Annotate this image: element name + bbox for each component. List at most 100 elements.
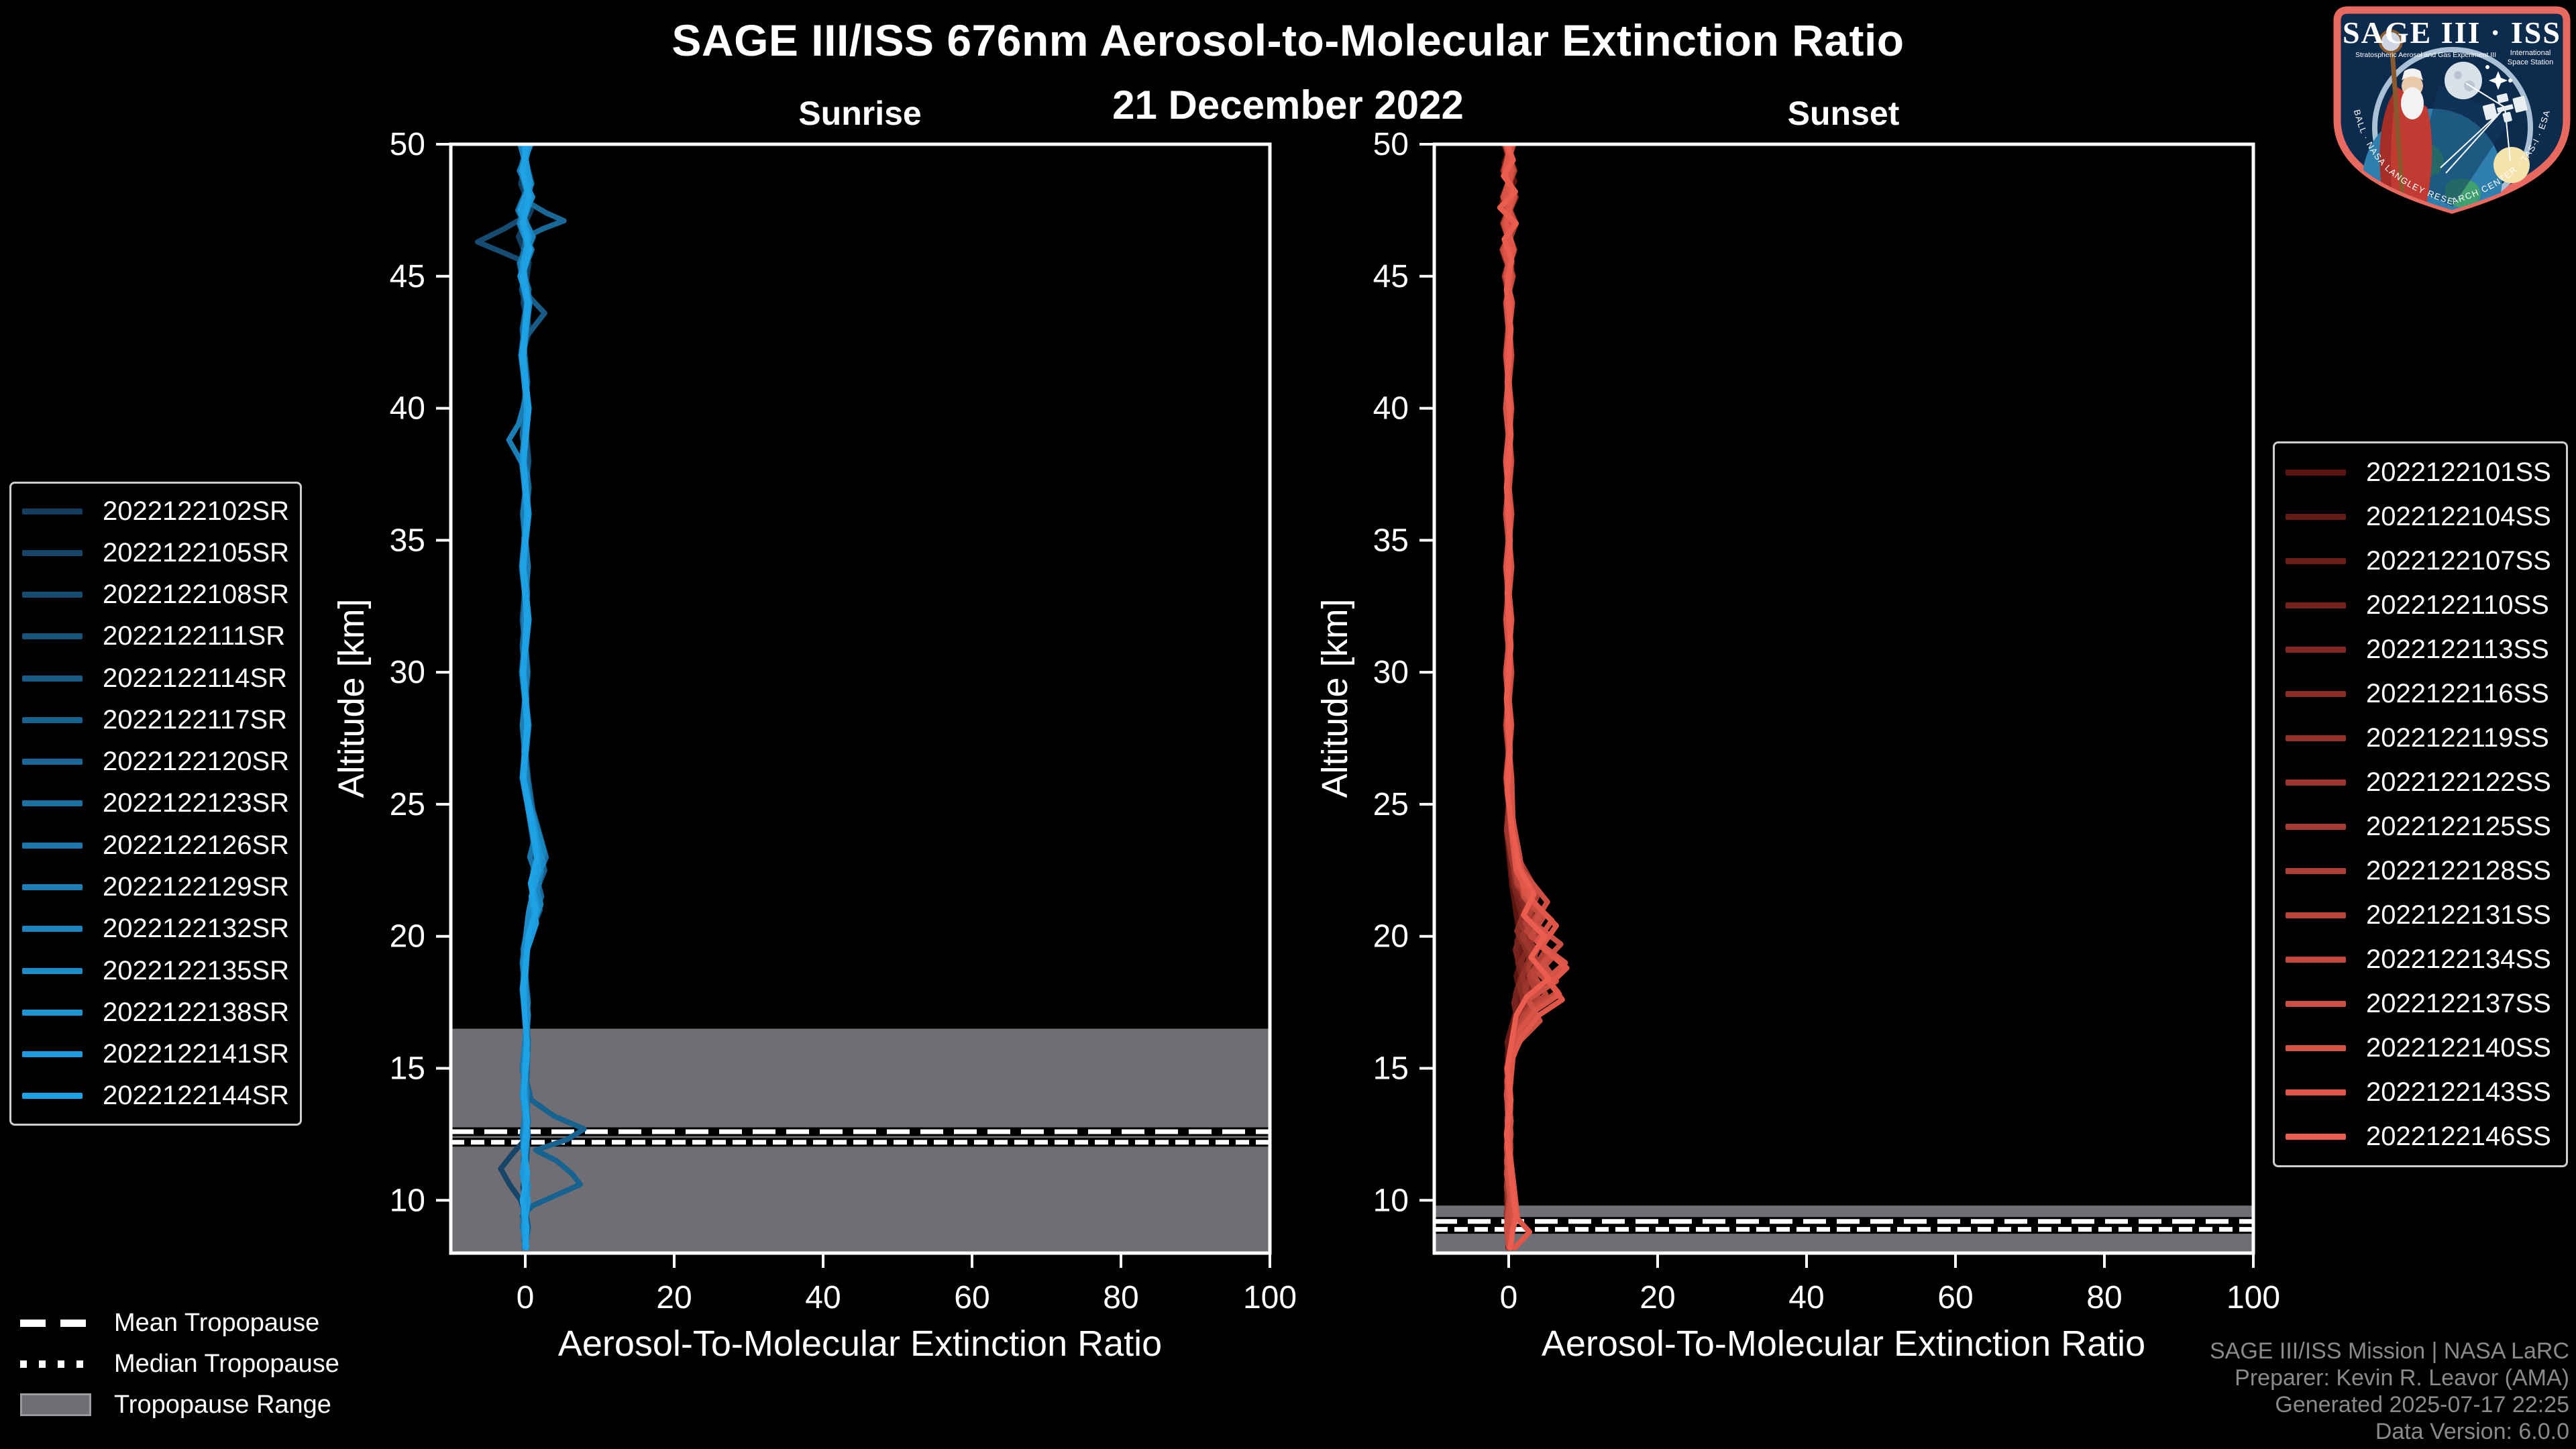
profile-line-2022122144SR <box>519 144 540 1251</box>
legend-line-swatch <box>22 800 83 807</box>
legend-item: 2022122108SR <box>22 580 300 610</box>
logo-iss-icon <box>2482 93 2528 123</box>
tropopause-legend: Mean Tropopause Median Tropopause Tropop… <box>20 1309 339 1432</box>
legend-event-label: 2022122143SS <box>2366 1077 2551 1107</box>
legend-line-swatch <box>2286 779 2346 786</box>
legend-line-swatch <box>22 549 83 556</box>
y-tick-label: 20 <box>1373 919 1409 955</box>
attribution: SAGE III/ISS Mission | NASA LaRC Prepare… <box>2210 1338 2569 1445</box>
logo-figure-icon <box>2379 30 2432 208</box>
legend-item: 2022122102SR <box>22 496 300 527</box>
sunrise-events-legend: 2022122102SR 2022122105SR 2022122108SR 2022… <box>9 482 302 1126</box>
legend-event-label: 2022122137SS <box>2366 988 2551 1018</box>
axis-ticks <box>1419 143 2255 1268</box>
legend-line-swatch <box>22 1051 83 1058</box>
profile-lines <box>1497 144 1570 1251</box>
legend-line-swatch <box>2286 1089 2346 1095</box>
axis-tick-labels: 0 20 40 60 80 100 10 15 20 25 30 35 40 45 50 <box>390 127 1297 1316</box>
legend-line-swatch <box>22 675 83 682</box>
legend-event-label: 2022122128SS <box>2366 855 2551 885</box>
y-tick-label: 30 <box>390 655 425 690</box>
legend-line-swatch <box>2286 956 2346 963</box>
dashed-line-swatch-icon <box>20 1319 91 1327</box>
logo-subtitle-space-station: Space Station <box>2508 58 2554 66</box>
y-tick-label: 10 <box>390 1183 425 1218</box>
legend-line-swatch <box>2286 690 2346 697</box>
legend-event-label: 2022122105SR <box>103 537 290 568</box>
legend-line-swatch <box>2286 557 2346 564</box>
y-tick-label: 45 <box>1373 259 1409 294</box>
legend-item: 2022122104SS <box>2286 502 2566 532</box>
legend-event-label: 2022122107SS <box>2366 545 2551 576</box>
x-tick-label: 80 <box>2086 1280 2122 1316</box>
y-tick-label: 25 <box>1373 787 1409 822</box>
legend-event-label: 2022122117SR <box>103 704 288 735</box>
x-tick-label: 0 <box>517 1280 535 1316</box>
legend-event-label: 2022122146SS <box>2366 1121 2551 1151</box>
mean-tropopause-legend-item: Mean Tropopause <box>20 1308 339 1337</box>
legend-item: 2022122132SR <box>22 914 300 944</box>
legend-item: 2022122146SS <box>2286 1122 2566 1152</box>
x-tick-label: 80 <box>1103 1280 1138 1316</box>
median-tropopause-legend-item: Median Tropopause <box>20 1349 339 1378</box>
legend-event-label: 2022122116SS <box>2366 678 2549 708</box>
legend-item: 2022122126SR <box>22 830 300 861</box>
x-tick-label: 40 <box>805 1280 841 1316</box>
legend-line-swatch <box>22 759 83 765</box>
legend-item: 2022122131SS <box>2286 900 2566 930</box>
mean-tropopause-label: Mean Tropopause <box>114 1308 320 1337</box>
attribution-generated: Generated 2025-07-17 22:25 <box>2275 1392 2569 1417</box>
y-tick-label: 30 <box>1373 655 1409 690</box>
legend-event-label: 2022122104SS <box>2366 501 2551 531</box>
tropopause-range-legend-item: Tropopause Range <box>20 1391 339 1419</box>
sunrise-x-axis-label: Aerosol-To-Molecular Extinction Ratio <box>557 1324 1163 1364</box>
logo-moon-crater <box>2454 71 2462 79</box>
y-tick-label: 50 <box>390 127 425 162</box>
legend-item: 2022122143SS <box>2286 1077 2566 1108</box>
legend-item: 2022122119SS <box>2286 723 2566 753</box>
sunset-panel-title: Sunset <box>1787 95 1900 132</box>
gray-band-swatch-icon <box>20 1393 91 1416</box>
x-tick-label: 60 <box>1937 1280 1973 1316</box>
legend-line-swatch <box>2286 602 2346 608</box>
logo-artwork <box>2363 30 2533 210</box>
legend-event-label: 2022122113SS <box>2366 634 2549 664</box>
attribution-preparer: Preparer: Kevin R. Leavor (AMA) <box>2235 1365 2569 1391</box>
legend-line-swatch <box>2286 912 2346 918</box>
attribution-mission: SAGE III/ISS Mission | NASA LaRC <box>2209 1338 2569 1364</box>
sunset-x-axis-label: Aerosol-To-Molecular Extinction Ratio <box>1541 1324 2146 1364</box>
legend-item: 2022122111SR <box>22 621 300 651</box>
legend-item: 2022122138SR <box>22 998 300 1028</box>
legend-item: 2022122144SR <box>22 1081 300 1111</box>
legend-event-label: 2022122120SR <box>103 747 290 777</box>
median-tropopause-label: Median Tropopause <box>114 1349 339 1378</box>
logo-subtitle-international: International <box>2510 49 2551 57</box>
x-tick-label: 60 <box>954 1280 989 1316</box>
logo-subtitle-left: Stratospheric Aerosol and Gas Experiment… <box>2355 51 2496 59</box>
sunrise-panel: 0 20 40 60 80 100 10 15 20 25 30 35 40 45 50 <box>390 127 1297 1316</box>
legend-event-label: 2022122114SR <box>103 663 288 693</box>
axis-ticks <box>436 143 1271 1268</box>
legend-item: 2022122117SR <box>22 705 300 735</box>
legend-item: 2022122140SS <box>2286 1033 2566 1063</box>
legend-line-swatch <box>2286 513 2346 520</box>
profile-line-2022122146SS <box>1497 144 1552 1251</box>
legend-item: 2022122105SR <box>22 538 300 568</box>
x-tick-label: 20 <box>1640 1280 1675 1316</box>
x-tick-label: 40 <box>1788 1280 1824 1316</box>
legend-line-swatch <box>2286 735 2346 741</box>
legend-event-label: 2022122102SR <box>103 496 290 526</box>
logo-title: SAGE III · ISS <box>2343 15 2561 50</box>
legend-item: 2022122125SS <box>2286 812 2566 842</box>
figure-title: SAGE III/ISS 676nm Aerosol-to-Molecular … <box>672 15 1904 65</box>
x-tick-label: 100 <box>1243 1280 1297 1316</box>
legend-item: 2022122120SR <box>22 747 300 777</box>
legend-event-label: 2022122134SS <box>2366 944 2551 974</box>
legend-item: 2022122141SR <box>22 1039 300 1069</box>
logo-sight-lines <box>2440 83 2511 174</box>
legend-item: 2022122137SS <box>2286 989 2566 1019</box>
legend-line-swatch <box>2286 867 2346 874</box>
logo-moon-icon <box>2445 62 2482 99</box>
legend-event-label: 2022122131SS <box>2366 900 2551 930</box>
legend-event-label: 2022122135SR <box>103 955 290 985</box>
